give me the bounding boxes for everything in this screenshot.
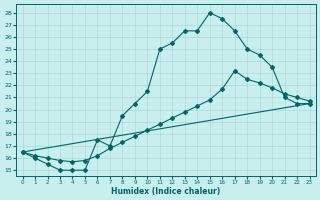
X-axis label: Humidex (Indice chaleur): Humidex (Indice chaleur) (111, 187, 221, 196)
